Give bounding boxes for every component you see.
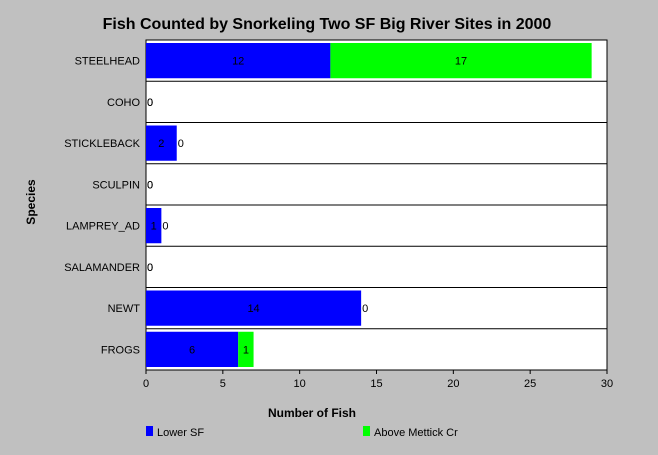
bar-value-label: 2 [158, 138, 164, 150]
bar-value-label: 6 [189, 344, 195, 356]
x-axis-label: Number of Fish [268, 406, 356, 420]
x-tick-label: 20 [447, 378, 459, 390]
y-axis-label: Species [24, 179, 38, 225]
bar-value-label: 0 [147, 97, 153, 109]
y-tick-label: COHO [107, 97, 140, 109]
legend-label: Lower SF [157, 427, 204, 439]
x-tick-label: 30 [601, 378, 613, 390]
bar [146, 331, 239, 367]
x-tick-label: 0 [143, 378, 149, 390]
y-tick-labels: STEELHEAD COHO STICKLEBACK SCULPIN LAMPREY_A… [64, 56, 140, 357]
bar-value-label: 14 [247, 303, 259, 315]
bar-value-label: 1 [151, 221, 157, 233]
x-tick-label: 25 [524, 378, 536, 390]
bar [146, 290, 362, 326]
x-tick-label: 15 [370, 378, 382, 390]
bar [146, 125, 177, 161]
bar-value-label: 1 [243, 344, 249, 356]
bar [238, 331, 254, 367]
y-tick-label: FROGS [101, 344, 140, 356]
bar-value-label: 0 [147, 262, 153, 274]
x-axis-ticks: 0 5 10 15 20 25 30 [143, 370, 613, 390]
bar-value-label: 0 [147, 179, 153, 191]
y-tick-label: NEWT [108, 303, 141, 315]
legend-swatch [363, 426, 370, 436]
legend-swatch [146, 426, 153, 436]
bar-value-label: 0 [147, 262, 153, 274]
bar [146, 43, 331, 79]
x-tick-label: 5 [220, 378, 226, 390]
legend-label: Above Mettick Cr [374, 427, 458, 439]
bar [330, 43, 592, 79]
y-tick-label: STEELHEAD [75, 56, 140, 68]
bars-group [146, 43, 592, 367]
y-tick-label: SALAMANDER [64, 262, 140, 274]
bar-value-label: 12 [232, 56, 244, 68]
x-tick-label: 10 [294, 378, 306, 390]
bar-value-label: 17 [455, 56, 467, 68]
y-tick-label: LAMPREY_AD [66, 221, 140, 233]
category-separators [146, 80, 607, 330]
chart-title: Fish Counted by Snorkeling Two SF Big Ri… [103, 16, 552, 33]
bar-value-label: 0 [147, 97, 153, 109]
bar [146, 208, 162, 244]
bar-value-label: 0 [162, 221, 168, 233]
legend: Lower SF Above Mettick Cr [146, 426, 458, 439]
bar-value-label: 0 [147, 179, 153, 191]
y-tick-label: SCULPIN [92, 179, 140, 191]
y-tick-label: STICKLEBACK [64, 138, 140, 150]
bar-value-label: 0 [362, 303, 368, 315]
bar-value-label: 0 [178, 138, 184, 150]
